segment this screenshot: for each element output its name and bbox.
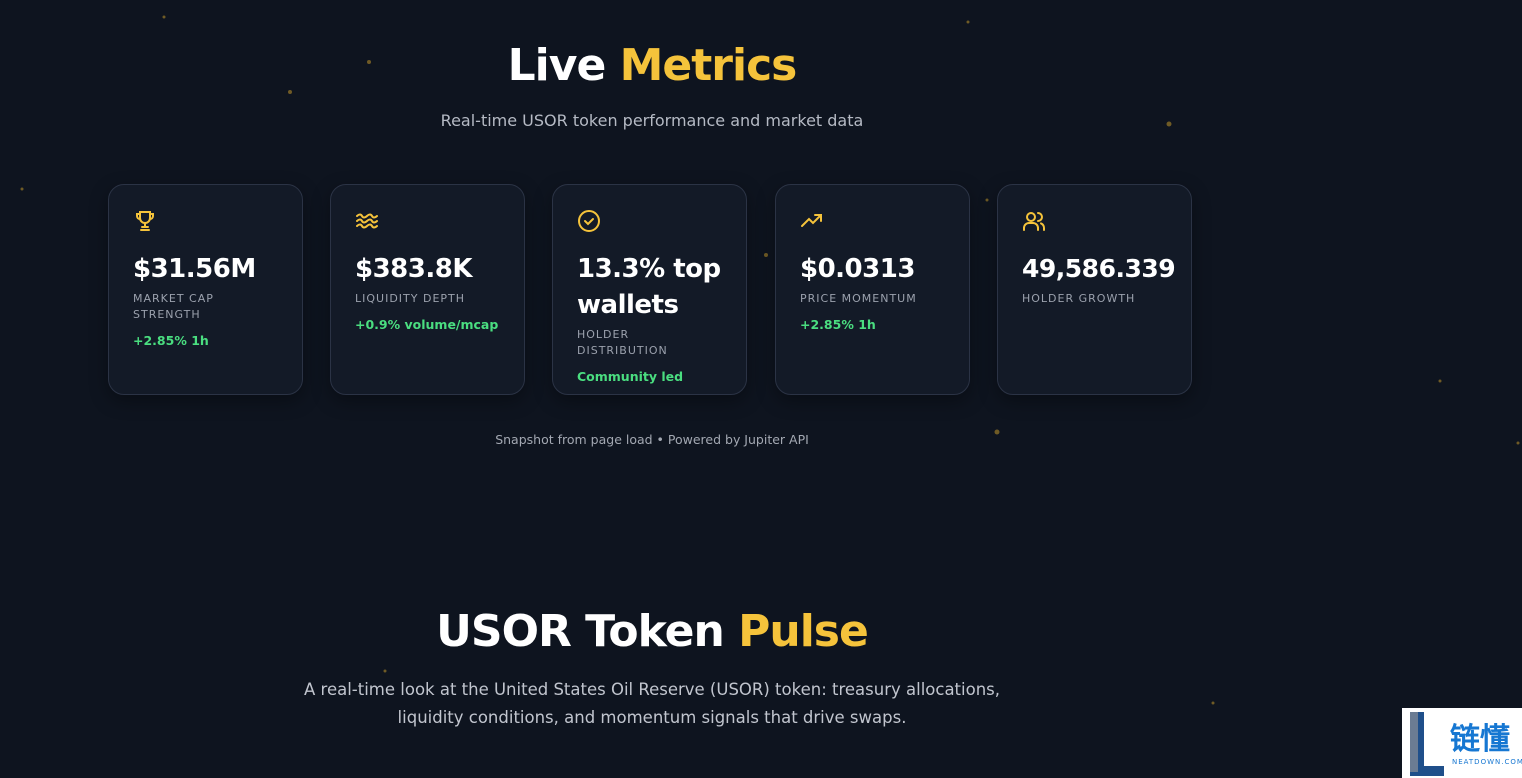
metric-value: $31.56M (133, 254, 256, 284)
watermark-brand: 链懂 (1450, 722, 1510, 757)
check-icon (578, 210, 600, 232)
waves-icon (356, 213, 378, 229)
metric-value: $0.0313 (800, 254, 915, 284)
title-highlight: Pulse (738, 606, 869, 657)
metric-label: LIQUIDITY DEPTH (355, 292, 466, 305)
metric-card: $0.0313 PRICE MOMENTUM +2.85% 1h (775, 184, 970, 395)
title-text: Live (507, 40, 607, 91)
metric-card: $383.8K LIQUIDITY DEPTH +0.9% volume/mca… (330, 184, 525, 395)
users-icon (1023, 212, 1046, 231)
watermark: 链懂 NEATDOWN.COM (1402, 708, 1522, 778)
metric-change: +0.9% volume/mcap (355, 317, 499, 332)
metric-change: +2.85% 1h (800, 317, 876, 332)
section-title: Live Metrics (0, 40, 1304, 91)
subtitle: Real-time USOR token performance and mar… (440, 111, 864, 130)
metric-card: $31.56M MARKET CAP STRENGTH +2.85% 1h (108, 184, 303, 395)
trend-icon (801, 214, 822, 227)
metric-card: 13.3% top wallets HOLDER DISTRIBUTION Co… (552, 184, 747, 395)
metric-label: PRICE MOMENTUM (800, 292, 917, 305)
metric-label: HOLDER GROWTH (1022, 292, 1136, 305)
metric-change: Community led (577, 369, 684, 384)
section-description: A real-time look at the United States Oi… (303, 680, 1000, 727)
metric-value: $383.8K (355, 254, 472, 284)
data-note: Snapshot from page load • Powered by Jup… (495, 432, 809, 447)
watermark-site: NEATDOWN.COM (1452, 758, 1522, 766)
metric-change: +2.85% 1h (133, 333, 209, 348)
section-title: USOR Token Pulse (0, 606, 1304, 657)
metric-label: MARKET CAP STRENGTH (133, 292, 214, 321)
title-highlight: Metrics (619, 40, 798, 91)
watermark-logo (1410, 712, 1444, 776)
metric-card: 49,586.339 HOLDER GROWTH (997, 184, 1192, 395)
trophy-icon (136, 211, 154, 231)
metric-value: 49,586.339 (1022, 254, 1176, 283)
title-text: USOR Token (436, 606, 725, 657)
metric-label: HOLDER DISTRIBUTION (577, 328, 668, 357)
metric-value: 13.3% top wallets (577, 254, 721, 320)
